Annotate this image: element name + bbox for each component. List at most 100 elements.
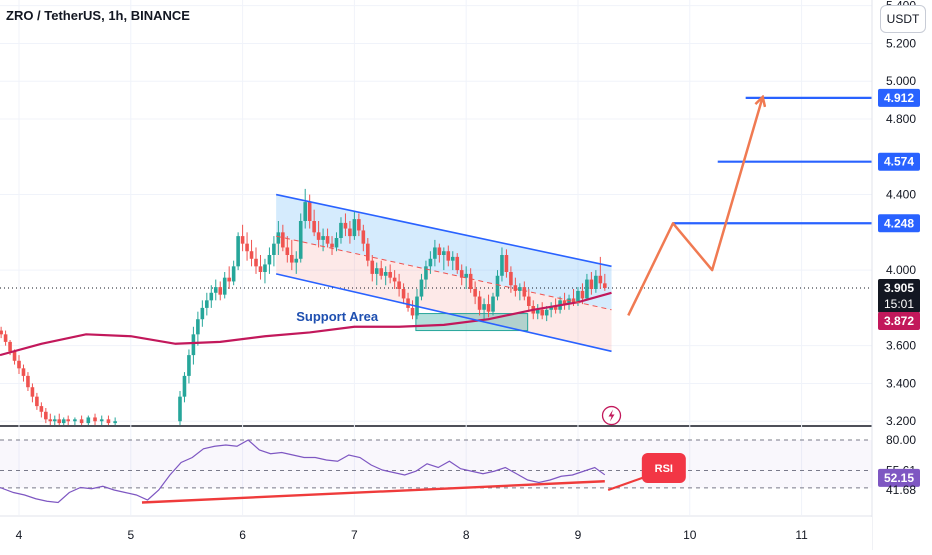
- candle-down: [17, 360, 21, 369]
- channel-mid-line: [276, 235, 612, 311]
- last-price-badge: [878, 279, 920, 314]
- candle-down: [522, 287, 527, 297]
- candle-up: [594, 275, 598, 289]
- target-price-badge-text: 4.574: [884, 155, 914, 169]
- candle-down: [48, 419, 53, 422]
- candle-up: [535, 309, 540, 314]
- candle-down: [30, 387, 35, 397]
- candle-up: [205, 300, 209, 308]
- candle-down: [285, 247, 290, 255]
- target-price-badge-text: 4.248: [884, 216, 914, 230]
- lightning-icon-glyph: [608, 409, 615, 422]
- candle-up: [433, 247, 437, 259]
- candle-up: [334, 238, 339, 248]
- time-tick-label: 4: [16, 528, 23, 542]
- candle-up: [267, 255, 272, 265]
- candle-up: [424, 266, 428, 280]
- candle-down: [388, 272, 392, 278]
- time-axis-bg: [0, 517, 872, 550]
- candle-up: [272, 243, 276, 255]
- time-tick-label: 6: [239, 528, 246, 542]
- price-tick-label: 3.400: [886, 376, 916, 390]
- candle-up: [209, 292, 214, 301]
- candle-up: [52, 419, 57, 422]
- candle-up: [86, 417, 91, 424]
- time-tick-label: 8: [463, 528, 470, 542]
- candle-down: [540, 309, 545, 316]
- target-price-badge: [878, 152, 920, 171]
- target-price-badge: [878, 214, 920, 233]
- candle-up: [196, 319, 200, 335]
- candle-down: [227, 277, 231, 282]
- candle-down: [0, 330, 3, 335]
- candle-down: [473, 289, 477, 297]
- chart-title: ZRO / TetherUS, 1h, BINANCE: [6, 8, 190, 23]
- currency-label: USDT: [886, 12, 920, 26]
- last-price-label: 3.905: [884, 281, 914, 295]
- rsi-line: [0, 439, 606, 504]
- candle-up: [450, 256, 455, 261]
- candle-down: [249, 251, 254, 259]
- candle-up: [495, 275, 500, 297]
- currency-button[interactable]: USDT: [880, 5, 926, 33]
- candle-down: [3, 334, 8, 342]
- candle-down: [513, 285, 518, 291]
- candle-down: [401, 289, 406, 299]
- candle-down: [379, 268, 384, 276]
- channel-upper-line: [275, 193, 612, 268]
- time-tick-label: 11: [795, 528, 808, 542]
- candle-up: [61, 419, 66, 424]
- candle-down: [603, 283, 607, 289]
- rsi-value-label: 52.15: [884, 471, 914, 485]
- candle-down: [598, 275, 603, 284]
- candle-up: [576, 290, 580, 303]
- target-price-badge: [878, 88, 920, 107]
- candle-down: [437, 247, 442, 255]
- candle-up: [518, 287, 522, 291]
- candle-up: [182, 375, 187, 397]
- rsi-value-badge: [878, 468, 920, 487]
- candle-down: [366, 243, 370, 261]
- candle-up: [500, 255, 504, 276]
- rsi-tick-label: 80.00: [886, 433, 916, 447]
- candle-down: [57, 419, 62, 424]
- rsi-band: [0, 440, 872, 488]
- candle-up: [482, 304, 486, 310]
- candle-down: [509, 272, 513, 286]
- candle-up: [442, 251, 446, 255]
- candle-down: [240, 236, 245, 244]
- candle-up: [419, 279, 424, 297]
- rsi-level-label: 41.68: [886, 483, 916, 497]
- candle-down: [468, 273, 473, 289]
- candle-up: [298, 221, 303, 259]
- candle-down: [281, 232, 285, 248]
- candle-down: [26, 375, 30, 388]
- candle-down: [93, 417, 97, 422]
- candle-up: [231, 266, 236, 282]
- target-price-badge-text: 4.912: [884, 91, 914, 105]
- ma-value-badge: [878, 312, 920, 331]
- candle-down: [66, 419, 70, 422]
- candle-down: [325, 236, 330, 244]
- candle-down: [486, 304, 491, 312]
- candle-down: [504, 255, 509, 272]
- rsi-trendline: [141, 480, 605, 504]
- candle-down: [553, 306, 558, 310]
- candle-up: [222, 277, 227, 295]
- channel-lower-line: [275, 273, 612, 353]
- time-tick-label: 5: [127, 528, 134, 542]
- candle-up: [428, 258, 433, 267]
- price-tick-label: 3.600: [886, 339, 916, 353]
- candle-down: [459, 270, 464, 278]
- price-tick-label: 5.000: [886, 74, 916, 88]
- candle-down: [446, 251, 451, 261]
- ma-value-badge-text: 3.872: [884, 314, 914, 328]
- candle-down: [455, 256, 460, 271]
- candle-down: [392, 277, 397, 282]
- candle-down: [357, 219, 361, 231]
- candle-down: [21, 368, 26, 376]
- candle-up: [464, 273, 468, 278]
- candle-down: [343, 222, 348, 229]
